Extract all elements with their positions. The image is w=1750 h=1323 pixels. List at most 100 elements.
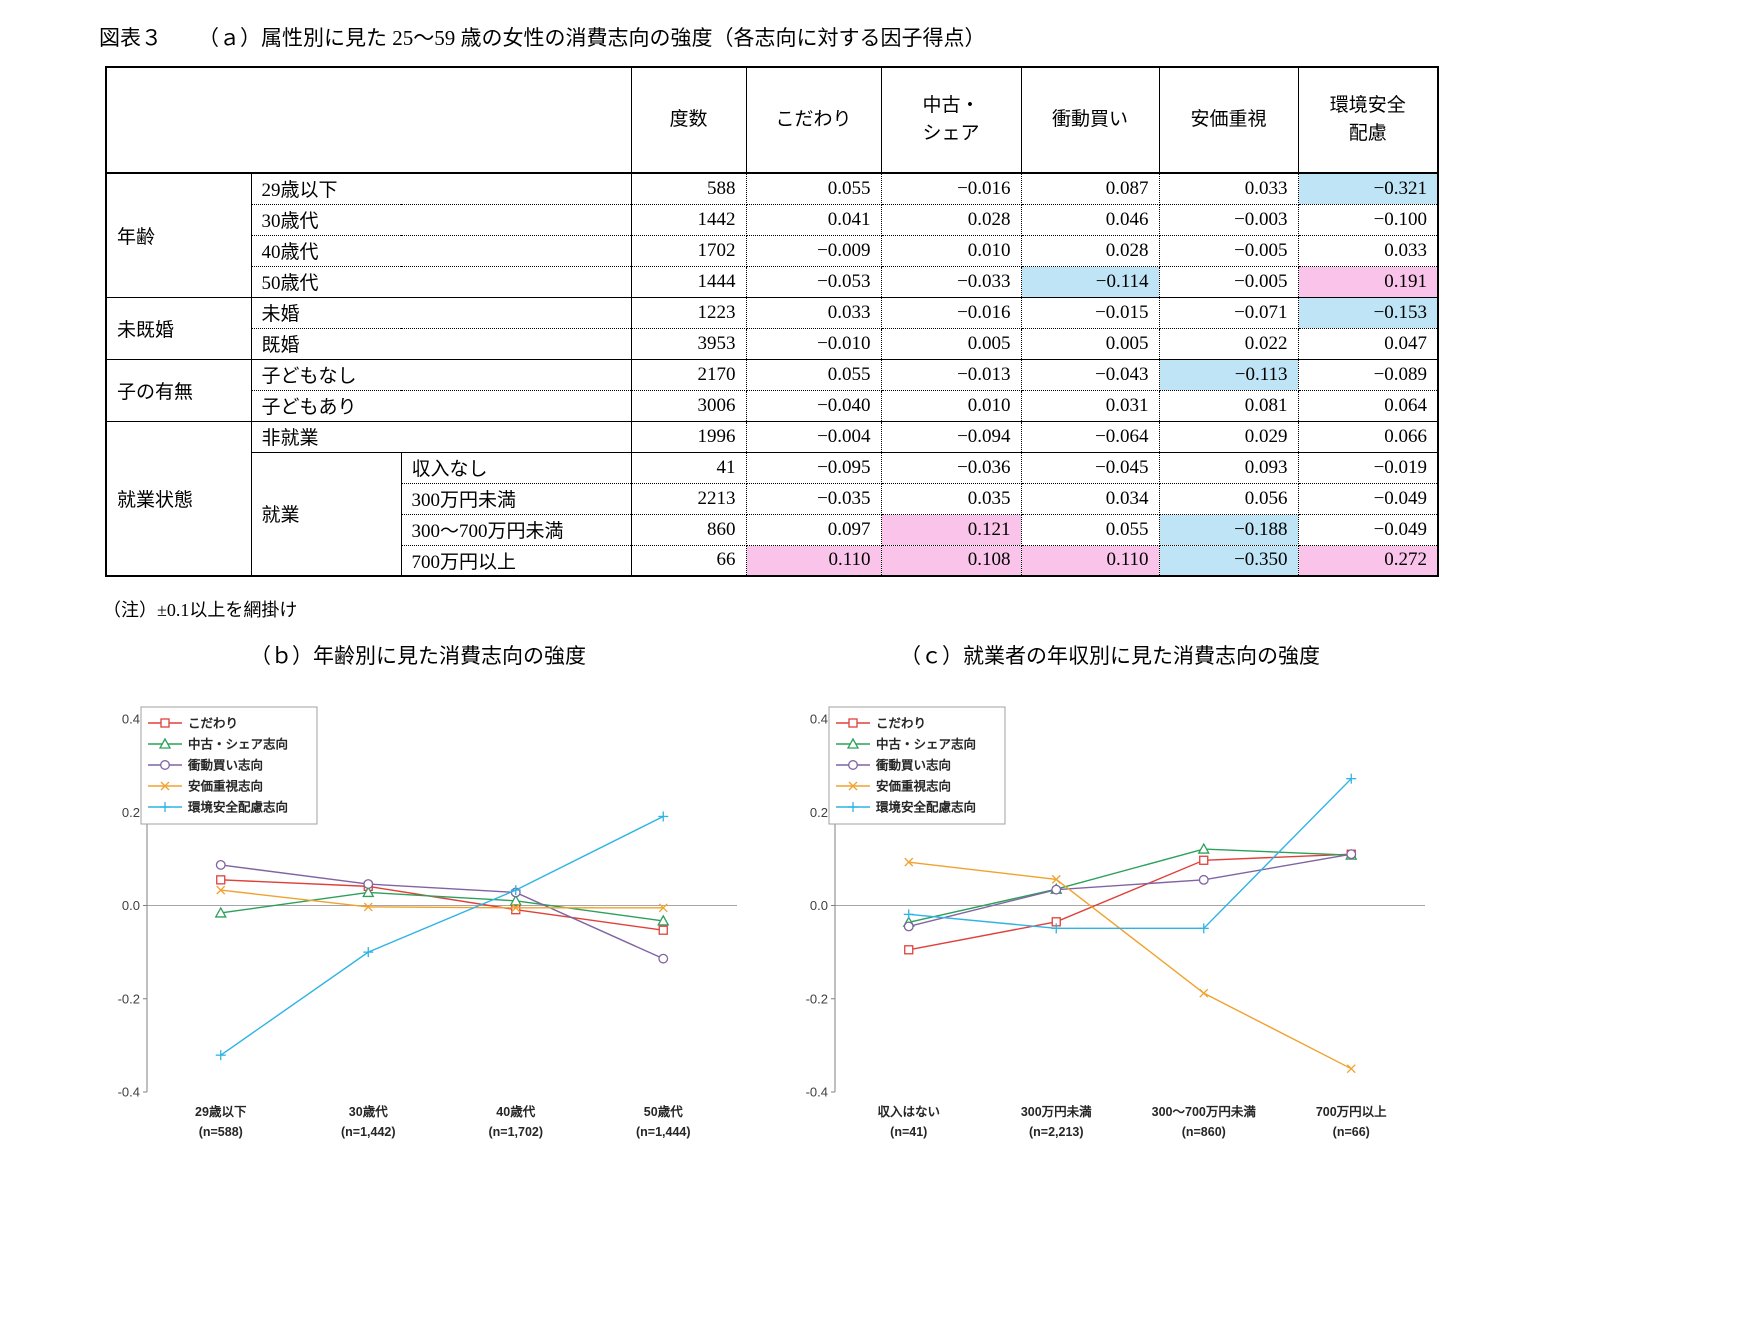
col-header: 衝動買い bbox=[1020, 66, 1160, 174]
value-cell: −0.015 bbox=[1020, 296, 1160, 329]
row-label: 30歳代 bbox=[250, 203, 632, 236]
row-subgroup-label: 就業 bbox=[250, 451, 402, 577]
value-cell: 1223 bbox=[630, 296, 747, 329]
x-category-label: 40歳代 bbox=[496, 1104, 535, 1119]
value-cell: −0.033 bbox=[880, 265, 1022, 298]
value-cell: 588 bbox=[630, 172, 747, 205]
table-row: 40歳代 1702 −0.009 0.010 0.028 −0.005 0.03… bbox=[106, 234, 1439, 267]
series-安価重視志向 bbox=[904, 857, 1356, 1074]
chart-c-svg: 0.4 0.2 0.0 -0.2 -0.4 収入はない (n=41) 300万円未満 (n=2,… bbox=[806, 706, 1425, 1139]
value-cell: 0.087 bbox=[1020, 172, 1160, 205]
legend-label: 衝動買い志向 bbox=[875, 758, 951, 773]
col-header: こだわり bbox=[745, 66, 882, 174]
value-cell: 0.033 bbox=[1297, 234, 1439, 267]
value-cell: 0.005 bbox=[880, 327, 1022, 360]
row-label: 子どもなし bbox=[250, 358, 632, 391]
value-cell: −0.049 bbox=[1297, 482, 1439, 515]
value-cell: −0.009 bbox=[745, 234, 882, 267]
value-cell: 0.047 bbox=[1297, 327, 1439, 360]
value-cell: 3953 bbox=[630, 327, 747, 360]
table-row: 年齢 29歳以下 588 0.055 −0.016 0.087 0.033 −0… bbox=[105, 172, 1439, 298]
value-cell: 0.055 bbox=[1020, 513, 1160, 546]
value-cell: 1996 bbox=[630, 420, 747, 453]
legend-label: こだわり bbox=[876, 717, 926, 731]
value-cell: 0.272 bbox=[1297, 544, 1439, 577]
legend-label: 環境安全配慮志向 bbox=[876, 800, 976, 815]
legend-label: こだわり bbox=[188, 717, 238, 731]
value-cell: 0.010 bbox=[880, 389, 1022, 422]
chart-b-svg: 0.4 0.2 0.0 -0.2 -0.4 29歳以下 (n=588) 30歳代 (n=1,44… bbox=[118, 706, 737, 1139]
factor-score-table: 度数 こだわり 中古・ シェア 衝動買い 安価重視 環境安全 配慮 年齢 29歳… bbox=[105, 66, 1440, 577]
value-cell: 0.010 bbox=[880, 234, 1022, 267]
row-label: 300～700万円未満 bbox=[400, 513, 632, 546]
value-cell: 0.110 bbox=[1020, 544, 1160, 577]
value-cell: −0.071 bbox=[1158, 296, 1299, 329]
table-header-row: 度数 こだわり 中古・ シェア 衝動買い 安価重視 環境安全 配慮 bbox=[105, 66, 1439, 174]
value-cell: 0.041 bbox=[745, 203, 882, 236]
x-category-label: 30歳代 bbox=[349, 1104, 388, 1119]
chart-income-lines: 0.4 0.2 0.0 -0.2 -0.4 収入はない (n=41) 300万円未満 (n=2,… bbox=[773, 692, 1438, 1167]
value-cell: −0.049 bbox=[1297, 513, 1439, 546]
series-環境安全配慮志向 bbox=[903, 773, 1357, 934]
x-count-label: (n=2,213) bbox=[1029, 1125, 1084, 1139]
series-安価重視志向 bbox=[216, 885, 668, 913]
value-cell: −0.045 bbox=[1020, 451, 1160, 484]
value-cell: 0.005 bbox=[1020, 327, 1160, 360]
value-cell: 0.046 bbox=[1020, 203, 1160, 236]
value-cell: 0.066 bbox=[1297, 420, 1439, 453]
value-cell: 0.035 bbox=[880, 482, 1022, 515]
legend-label: 安価重視志向 bbox=[876, 779, 951, 794]
table-row: 既婚 3953 −0.010 0.005 0.005 0.022 0.047 bbox=[106, 327, 1439, 360]
value-cell: −0.094 bbox=[880, 420, 1022, 453]
value-cell: 1702 bbox=[630, 234, 747, 267]
value-cell: −0.113 bbox=[1158, 358, 1299, 391]
legend-label: 中古・シェア志向 bbox=[188, 737, 288, 752]
value-cell: 3006 bbox=[630, 389, 747, 422]
table-note: （注）±0.1以上を網掛け bbox=[103, 600, 298, 620]
table-row: 50歳代 1444 −0.053 −0.033 −0.114 −0.005 0.… bbox=[106, 265, 1439, 298]
x-category-label: 700万円以上 bbox=[1316, 1104, 1387, 1119]
value-cell: −0.153 bbox=[1297, 296, 1439, 329]
value-cell: −0.043 bbox=[1020, 358, 1160, 391]
row-label: 既婚 bbox=[250, 327, 632, 360]
row-group-label: 就業状態 bbox=[105, 420, 252, 577]
table-row: 300～700万円未満 860 0.097 0.121 0.055 −0.188… bbox=[106, 513, 1439, 546]
x-count-label: (n=588) bbox=[199, 1125, 243, 1139]
chart-age-lines: 0.4 0.2 0.0 -0.2 -0.4 29歳以下 (n=588) 30歳代 (n=1,44… bbox=[85, 692, 750, 1167]
value-cell: −0.013 bbox=[880, 358, 1022, 391]
value-cell: −0.114 bbox=[1020, 265, 1160, 298]
row-group-label: 子の有無 bbox=[105, 358, 252, 422]
y-tick-label: 0.4 bbox=[122, 712, 140, 727]
y-tick-label: 0.2 bbox=[810, 805, 828, 820]
value-cell: 1442 bbox=[630, 203, 747, 236]
series-衝動買い志向 bbox=[903, 849, 1357, 932]
value-cell: −0.005 bbox=[1158, 234, 1299, 267]
x-count-label: (n=860) bbox=[1182, 1125, 1226, 1139]
x-category-label: 300～700万円未満 bbox=[1152, 1104, 1257, 1119]
x-category-label: 50歳代 bbox=[644, 1104, 683, 1119]
table-row: 就業 収入なし 41 −0.095 −0.036 −0.045 0.093 −0… bbox=[106, 451, 1439, 577]
table-row: 700万円以上 66 0.110 0.108 0.110 −0.350 0.27… bbox=[106, 544, 1439, 577]
value-cell: 0.055 bbox=[745, 172, 882, 205]
value-cell: −0.016 bbox=[880, 172, 1022, 205]
row-label: 50歳代 bbox=[250, 265, 632, 298]
value-cell: 0.028 bbox=[880, 203, 1022, 236]
value-cell: −0.100 bbox=[1297, 203, 1439, 236]
value-cell: 0.055 bbox=[745, 358, 882, 391]
value-cell: 0.028 bbox=[1020, 234, 1160, 267]
row-label: 子どもあり bbox=[250, 389, 632, 422]
value-cell: 0.064 bbox=[1297, 389, 1439, 422]
figure-number: 図表３ bbox=[99, 26, 162, 50]
value-cell: 2170 bbox=[630, 358, 747, 391]
series-環境安全配慮志向 bbox=[215, 811, 669, 1061]
value-cell: 0.097 bbox=[745, 513, 882, 546]
y-tick-label: -0.4 bbox=[806, 1085, 828, 1100]
row-group-label: 未既婚 bbox=[105, 296, 252, 360]
row-label: 700万円以上 bbox=[400, 544, 632, 577]
value-cell: −0.321 bbox=[1297, 172, 1439, 205]
value-cell: −0.035 bbox=[745, 482, 882, 515]
table-row: 300万円未満 2213 −0.035 0.035 0.034 0.056 −0… bbox=[106, 482, 1439, 515]
y-tick-label: 0.4 bbox=[810, 712, 828, 727]
